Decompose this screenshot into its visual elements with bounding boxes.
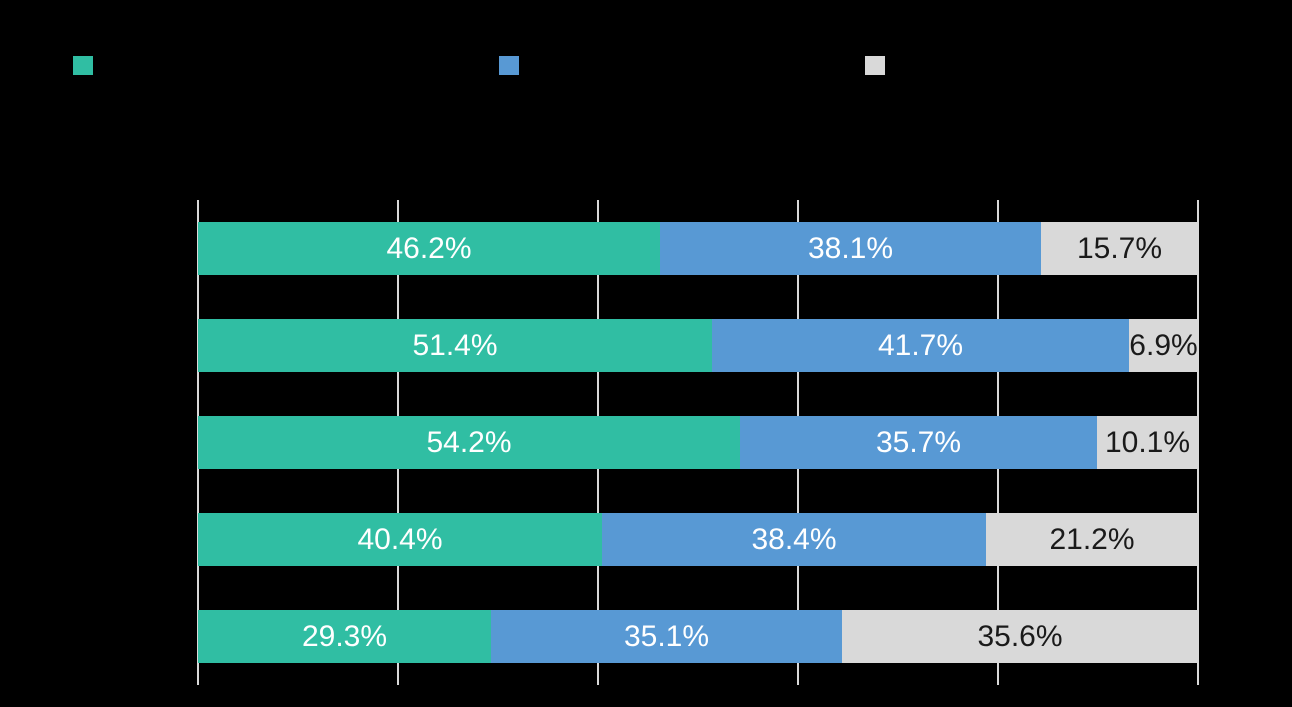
chart-legend <box>0 0 1292 100</box>
bar-segment-series-1-teal: 51.4% <box>198 319 712 372</box>
bar-value-label: 46.2% <box>386 232 472 265</box>
bar-value-label: 41.7% <box>877 329 964 362</box>
bar-segment-series-2-blue: 35.1% <box>491 610 842 663</box>
bar-value-label: 38.4% <box>751 523 837 556</box>
bar-row-2: 51.4% 41.7% 6.9% <box>198 319 1198 372</box>
bar-segment-series-2-blue: 38.4% <box>602 513 986 566</box>
bar-value-label: 35.1% <box>623 620 710 653</box>
bar-value-label: 29.3% <box>301 620 388 653</box>
bar-value-label: 15.7% <box>1076 232 1163 265</box>
bar-segment-series-3-gray: 35.6% <box>842 610 1198 663</box>
bar-value-label: 40.4% <box>357 523 443 556</box>
legend-swatch-gray-icon <box>865 56 885 75</box>
bar-segment-series-2-blue: 35.7% <box>740 416 1097 469</box>
bar-segment-series-3-gray: 21.2% <box>986 513 1198 566</box>
bar-row-5: 29.3% 35.1% 35.6% <box>198 610 1198 663</box>
bar-row-1: 46.2% 38.1% 15.7% <box>198 222 1198 275</box>
plot-area: 46.2% 38.1% 15.7% 51.4% 41.7% 6.9% 54.2% 35.7% 1… <box>197 200 1199 685</box>
bar-segment-series-1-teal: 46.2% <box>198 222 660 275</box>
bar-value-label: 21.2% <box>1049 523 1135 556</box>
bar-value-label: 38.1% <box>807 232 894 265</box>
legend-swatch-teal-icon <box>73 56 93 75</box>
bar-value-label: 10.1% <box>1104 426 1191 459</box>
bar-value-label: 35.6% <box>977 620 1063 653</box>
bar-value-label: 51.4% <box>412 329 498 362</box>
bar-segment-series-3-gray: 6.9% <box>1129 319 1198 372</box>
bar-segment-series-1-teal: 40.4% <box>198 513 602 566</box>
bar-segment-series-1-teal: 54.2% <box>198 416 740 469</box>
gridline-100pct <box>1197 200 1199 685</box>
bar-value-label: 6.9% <box>1129 329 1198 362</box>
bar-row-4: 40.4% 38.4% 21.2% <box>198 513 1198 566</box>
bar-segment-series-2-blue: 38.1% <box>660 222 1041 275</box>
bar-segment-series-3-gray: 10.1% <box>1097 416 1198 469</box>
bar-value-label: 54.2% <box>426 426 512 459</box>
bar-row-3: 54.2% 35.7% 10.1% <box>198 416 1198 469</box>
legend-swatch-blue-icon <box>499 56 519 75</box>
bar-segment-series-3-gray: 15.7% <box>1041 222 1198 275</box>
bar-segment-series-2-blue: 41.7% <box>712 319 1129 372</box>
bar-segment-series-1-teal: 29.3% <box>198 610 491 663</box>
bar-value-label: 35.7% <box>875 426 962 459</box>
